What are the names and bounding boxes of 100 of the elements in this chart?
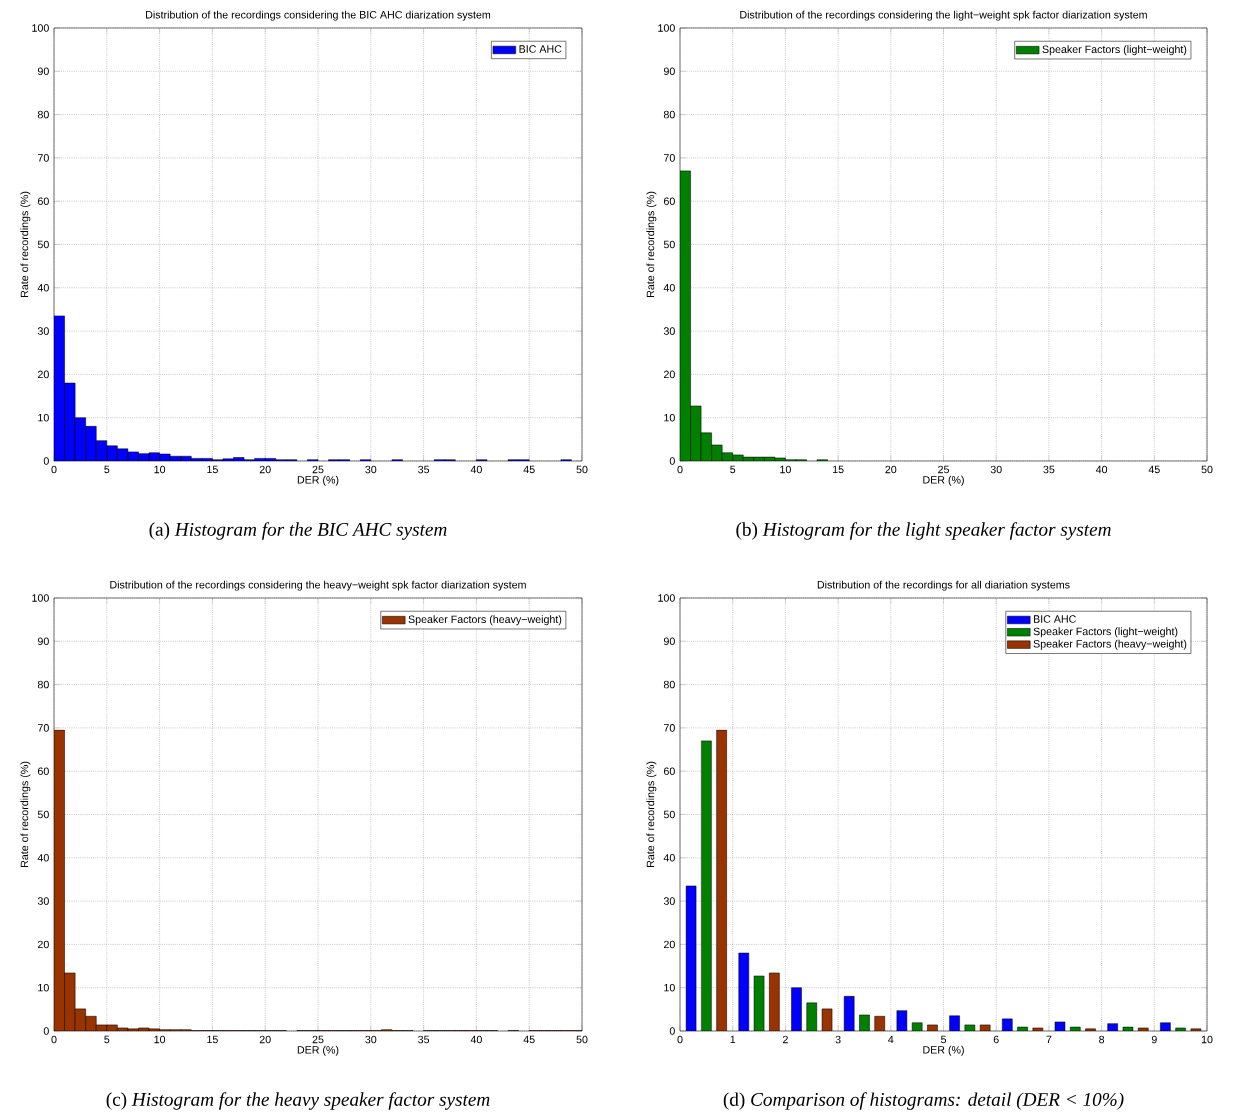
y-tick-label: 80 <box>663 680 675 689</box>
y-tick-label: 30 <box>663 897 675 905</box>
y-axis-title: Rate of recordings (%) <box>20 191 31 297</box>
x-tick-label: 50 <box>576 1035 588 1044</box>
x-tick-label: 20 <box>885 465 897 474</box>
x-tick-label: 25 <box>938 465 949 474</box>
text: (d) Comparison of histograms: detail (DER < 10%) <box>723 1092 1124 1110</box>
y-tick-label: 50 <box>37 240 49 249</box>
x-axis-title: DER (%) <box>297 1045 339 1056</box>
x-tick-label: 20 <box>259 465 271 474</box>
x-tick-label: 30 <box>365 1035 377 1044</box>
legend-label: Speaker Factors (light−weight) <box>1042 45 1187 56</box>
y-tick-label: 60 <box>663 767 675 775</box>
x-tick-label: 20 <box>259 1035 271 1044</box>
y-tick-label: 20 <box>663 940 675 949</box>
y-tick-label: 0 <box>669 1027 675 1035</box>
y-tick-label: 0 <box>43 1027 49 1035</box>
text: (b) Histogram for the light speaker factor system <box>736 522 1111 540</box>
y-axis-title: Rate of recordings (%) <box>20 761 31 867</box>
y-tick-label: 80 <box>37 680 49 689</box>
y-tick-label: 90 <box>663 637 675 646</box>
x-tick-label: 30 <box>990 465 1002 474</box>
x-tick-label: 0 <box>677 465 683 474</box>
x-tick-label: 45 <box>1148 465 1160 474</box>
y-tick-label: 40 <box>663 854 675 862</box>
x-tick-label: 10 <box>1201 1035 1213 1044</box>
x-tick-label: 5 <box>104 1035 110 1044</box>
x-tick-label: 25 <box>312 465 324 474</box>
y-tick-label: 90 <box>37 637 49 646</box>
x-tick-label: 15 <box>207 1035 218 1044</box>
legend-label: BIC AHC <box>1033 615 1076 623</box>
x-tick-label: 0 <box>51 465 57 474</box>
y-tick-label: 70 <box>663 724 675 732</box>
y-tick-label: 50 <box>663 240 675 249</box>
x-tick-label: 2 <box>782 1035 788 1044</box>
y-tick-label: 40 <box>37 284 49 292</box>
y-tick-label: 100 <box>658 594 675 602</box>
y-tick-label: 30 <box>37 897 49 905</box>
y-tick-label: 0 <box>669 457 675 465</box>
chart-title: Distribution of the recordings considering the BIC AHC diarization system <box>146 10 491 21</box>
x-tick-label: 10 <box>154 465 166 474</box>
text: (a) Histogram for the BIC AHC system <box>149 522 447 540</box>
y-tick-label: 10 <box>38 413 49 422</box>
y-tick-label: 10 <box>664 983 675 992</box>
y-tick-label: 70 <box>37 154 49 162</box>
y-tick-label: 20 <box>37 940 49 949</box>
x-tick-label: 25 <box>312 1035 324 1044</box>
x-tick-label: 5 <box>940 1035 947 1044</box>
y-tick-label: 80 <box>37 110 49 119</box>
y-tick-label: 90 <box>663 67 675 76</box>
x-tick-label: 9 <box>1151 1035 1157 1044</box>
y-tick-label: 20 <box>37 370 49 379</box>
x-tick-label: 50 <box>1201 465 1213 474</box>
y-tick-label: 0 <box>43 457 49 465</box>
y-tick-label: 30 <box>663 327 675 335</box>
x-tick-label: 15 <box>207 465 218 474</box>
x-tick-label: 35 <box>1043 465 1055 474</box>
y-tick-label: 60 <box>663 197 675 205</box>
x-tick-label: 7 <box>1046 1035 1052 1044</box>
x-tick-label: 45 <box>523 465 535 474</box>
x-tick-label: 0 <box>51 1035 57 1044</box>
x-tick-label: 15 <box>832 465 844 474</box>
x-tick-label: 45 <box>523 1035 535 1044</box>
x-tick-label: 10 <box>154 1035 166 1044</box>
x-axis-title: DER (%) <box>297 475 339 486</box>
text: (c) Histogram for the heavy speaker factor system <box>106 1092 490 1110</box>
y-tick-label: 30 <box>37 327 49 335</box>
y-tick-label: 100 <box>658 24 675 32</box>
legend-label: BIC AHC <box>519 45 562 53</box>
legend-label: Speaker Factors (light−weight) <box>1033 627 1178 638</box>
x-tick-label: 10 <box>780 465 791 474</box>
x-tick-label: 8 <box>1099 1035 1105 1044</box>
y-tick-label: 50 <box>37 810 49 819</box>
y-tick-label: 60 <box>37 767 49 775</box>
x-axis-title: DER (%) <box>923 1045 964 1056</box>
y-tick-label: 60 <box>37 197 49 205</box>
x-tick-label: 6 <box>993 1035 999 1044</box>
x-tick-label: 5 <box>104 465 110 474</box>
y-tick-label: 70 <box>663 154 675 162</box>
legend-label: Speaker Factors (heavy−weight) <box>1033 639 1187 650</box>
x-tick-label: 40 <box>1095 465 1108 474</box>
x-tick-label: 3 <box>835 1035 841 1044</box>
x-tick-label: 30 <box>365 465 377 474</box>
y-tick-label: 100 <box>32 24 49 32</box>
y-tick-label: 80 <box>663 110 675 119</box>
x-tick-label: 5 <box>730 465 736 474</box>
x-tick-label: 40 <box>470 1035 482 1044</box>
x-tick-label: 50 <box>576 465 588 474</box>
x-tick-label: 4 <box>888 1035 894 1044</box>
y-tick-label: 40 <box>663 284 675 292</box>
y-axis-title: Rate of recordings (%) <box>646 191 657 297</box>
y-axis-title: Rate of recordings (%) <box>646 761 657 867</box>
y-tick-label: 20 <box>663 370 675 379</box>
y-tick-label: 50 <box>663 810 675 819</box>
x-tick-label: 0 <box>677 1035 683 1044</box>
legend-label: Speaker Factors (heavy−weight) <box>408 615 562 626</box>
chart-title: Distribution of the recordings for all diariation systems <box>817 580 1070 591</box>
chart-title: Distribution of the recordings considering the light−weight spk factor diarization system <box>740 10 1147 21</box>
x-tick-label: 35 <box>418 1035 430 1044</box>
y-tick-label: 90 <box>37 67 49 76</box>
